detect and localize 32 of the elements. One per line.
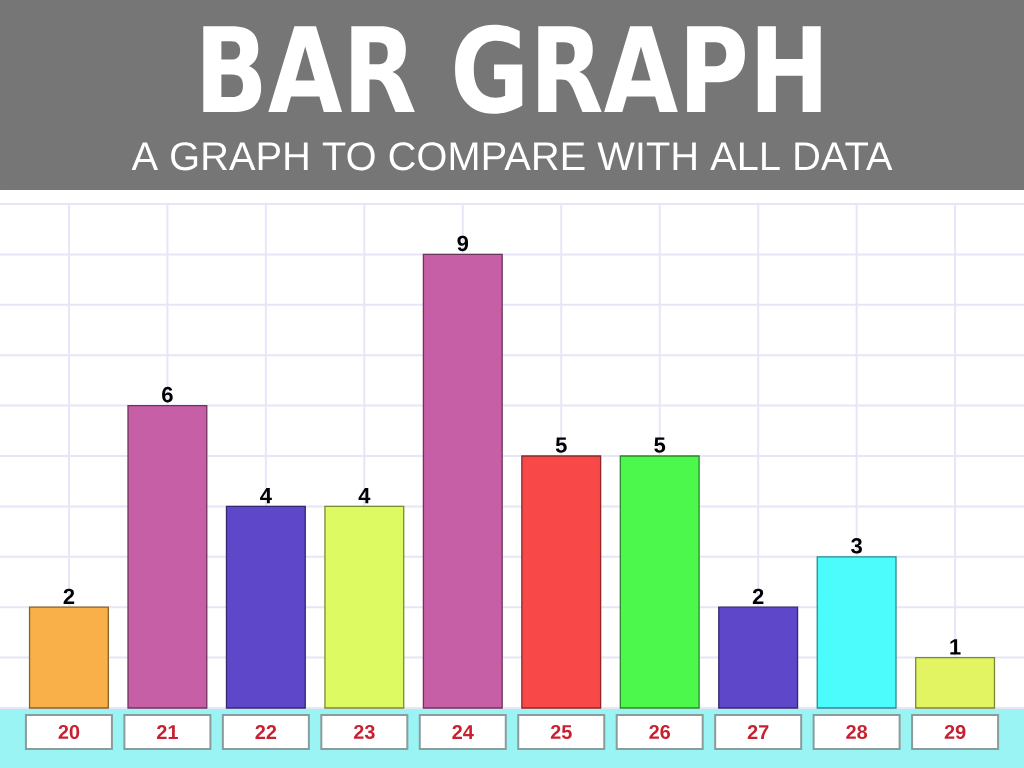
x-tick-label: 27 <box>747 725 769 739</box>
bar <box>127 404 208 709</box>
data-label: 5 <box>654 437 666 453</box>
bar <box>816 556 897 709</box>
chart-subtitle: A GRAPH TO COMPARE WITH ALL DATA <box>131 142 893 171</box>
bar <box>521 455 602 709</box>
x-tick-label: 23 <box>353 724 375 740</box>
data-label: 4 <box>358 488 371 504</box>
x-tick-label: 20 <box>58 724 80 740</box>
bar <box>225 505 306 709</box>
x-tick-label: 25 <box>550 724 572 740</box>
x-tick-label: 28 <box>846 724 868 740</box>
chart-title: BAR GRAPH <box>203 24 821 114</box>
bar <box>422 253 503 709</box>
bar <box>28 606 109 709</box>
data-label: 4 <box>260 488 272 504</box>
x-tick-label: 29 <box>944 724 966 740</box>
data-label: 1 <box>950 639 961 655</box>
x-tick-label: 24 <box>452 725 474 739</box>
data-label: 3 <box>851 538 862 554</box>
data-label: 2 <box>752 588 764 604</box>
bar <box>915 656 996 709</box>
data-label: 9 <box>457 235 469 252</box>
bar <box>718 606 799 709</box>
x-tick-label: 22 <box>255 725 277 739</box>
x-tick-label: 21 <box>157 725 178 739</box>
data-label: 5 <box>555 437 567 453</box>
data-label: 2 <box>63 588 75 604</box>
x-tick-label: 26 <box>649 724 671 740</box>
data-label: 6 <box>162 386 173 403</box>
bar <box>619 455 700 709</box>
bar <box>324 505 405 709</box>
